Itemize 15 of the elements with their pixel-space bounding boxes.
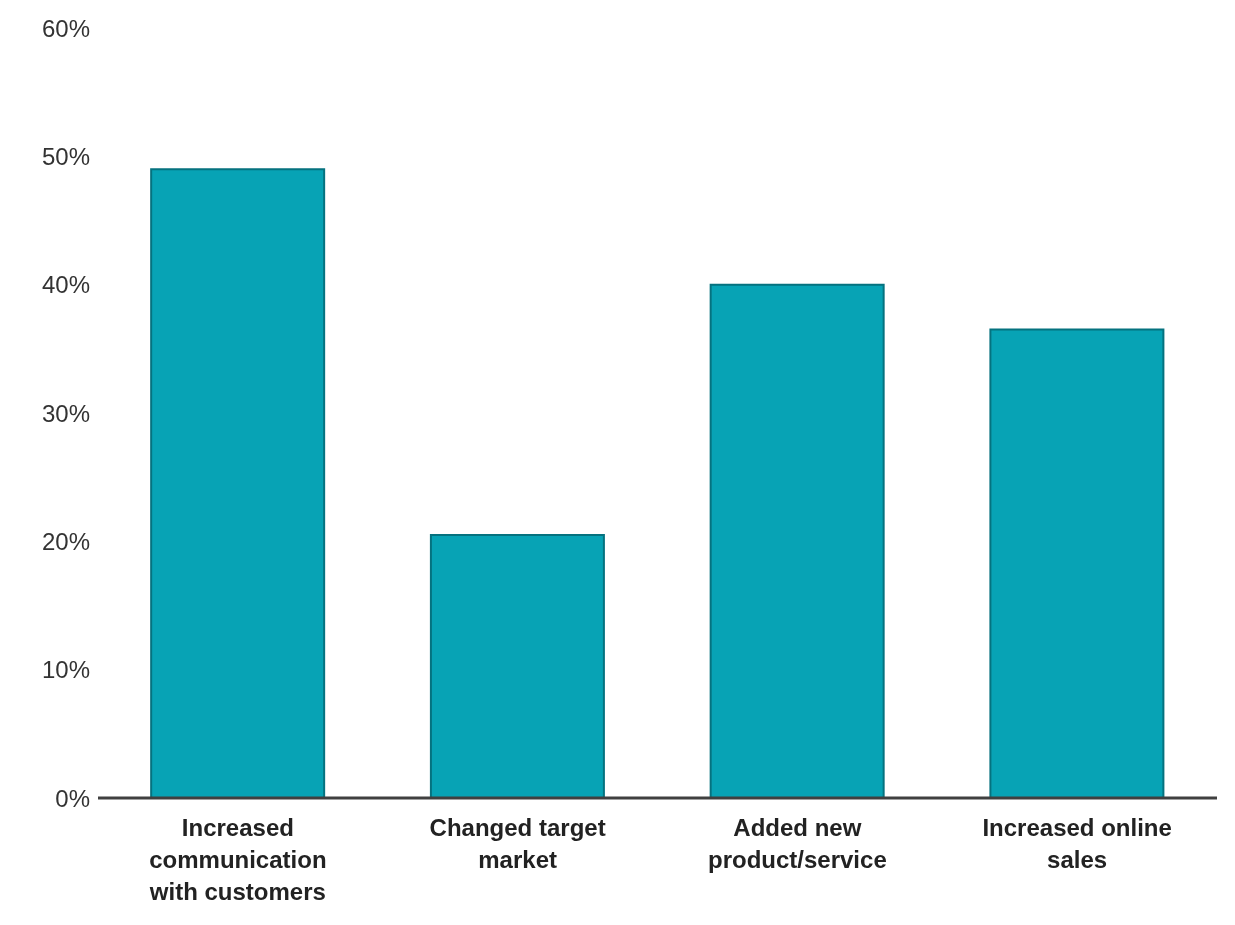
y-tick-label: 10% xyxy=(41,656,90,684)
bar xyxy=(709,283,885,798)
x-tick-label: Added new product/service xyxy=(708,814,887,873)
bar xyxy=(429,533,605,798)
x-tick-label: Increased communication with customers xyxy=(148,814,327,905)
x-tick-label: Changed target market xyxy=(429,814,606,873)
bar xyxy=(150,168,326,798)
y-tick-label: 20% xyxy=(41,527,90,555)
y-tick-label: 0% xyxy=(55,784,90,812)
y-tick-label: 60% xyxy=(41,14,90,42)
bar xyxy=(989,328,1165,798)
x-tick-label: Increased online sales xyxy=(982,814,1172,873)
y-tick-label: 30% xyxy=(41,399,90,427)
y-tick-label: 40% xyxy=(41,271,90,299)
y-tick-label: 50% xyxy=(41,142,90,170)
